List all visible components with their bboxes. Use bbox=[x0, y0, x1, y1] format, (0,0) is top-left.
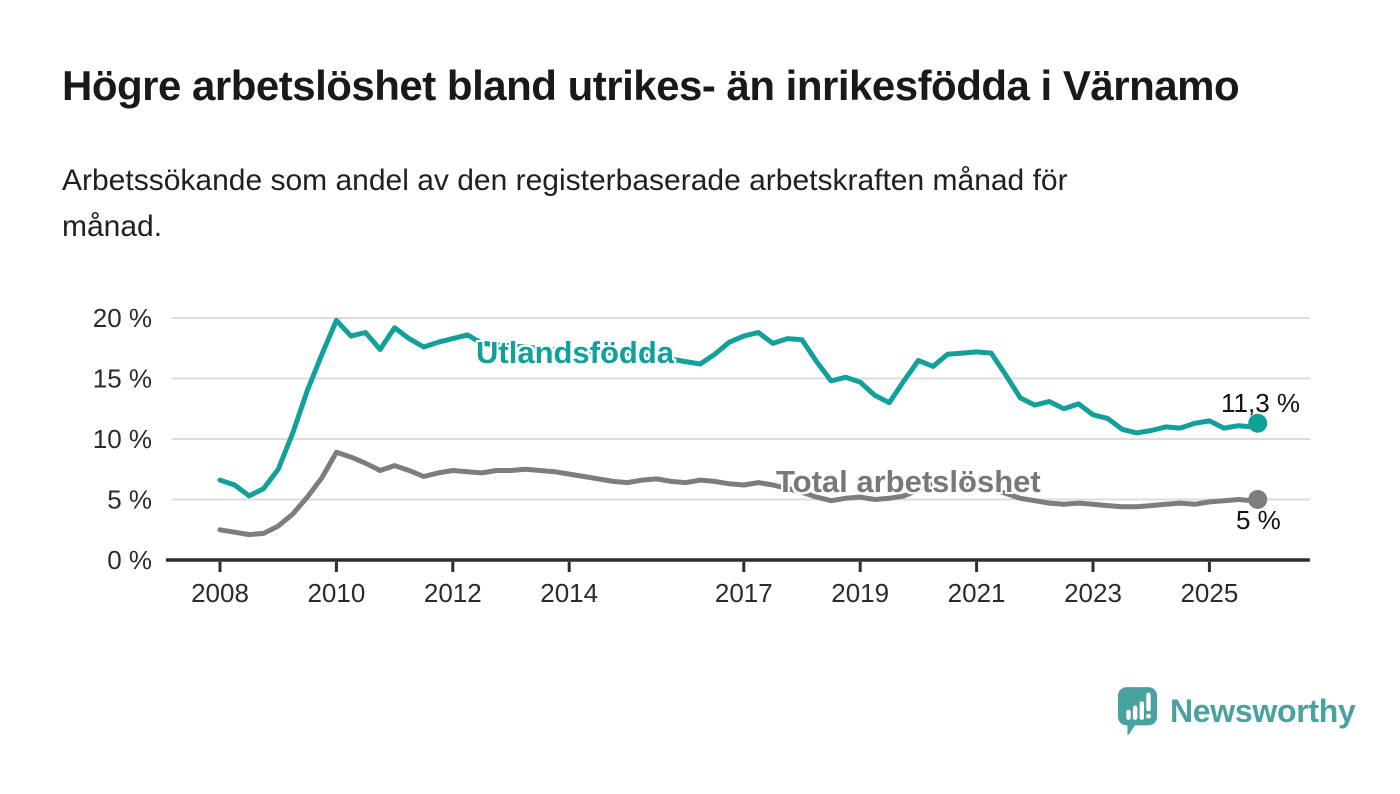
newsworthy-brand-text: Newsworthy bbox=[1170, 693, 1356, 729]
page-title: Högre arbetslöshet bland utrikes- än inr… bbox=[62, 62, 1240, 109]
x-axis-tick-label: 2010 bbox=[307, 578, 365, 608]
y-axis-tick-label: 0 % bbox=[107, 545, 152, 575]
x-axis-tick-label: 2008 bbox=[191, 578, 249, 608]
y-axis-tick-label: 15 % bbox=[93, 364, 152, 394]
x-axis-tick-label: 2014 bbox=[540, 578, 598, 608]
end-value-label-total: 5 % bbox=[1236, 505, 1281, 535]
x-axis-tick-label: 2025 bbox=[1180, 578, 1238, 608]
series-label-total-arbetsloshet: Total arbetslöshet bbox=[776, 464, 1041, 499]
series-line-total-arbetsloshet bbox=[217, 449, 1261, 538]
series-end-dot-utlandsfodda bbox=[1248, 413, 1268, 433]
x-axis-tick-label: 2012 bbox=[424, 578, 482, 608]
gridlines bbox=[172, 317, 1310, 501]
page-subtitle: Arbetssökande som andel av den registerb… bbox=[62, 158, 1312, 250]
x-axis-tick-label: 2023 bbox=[1064, 578, 1122, 608]
series-lines bbox=[217, 317, 1268, 538]
newsworthy-logo-icon bbox=[1117, 687, 1158, 736]
subtitle-line-1: Arbetssökande som andel av den registerb… bbox=[62, 164, 1068, 197]
tick-labels: 0 % 5 % 10 % 15 % 20 % 2008 2010 2012 2014 2017 20… bbox=[93, 303, 1239, 608]
newsworthy-logo: Newsworthy bbox=[1117, 686, 1356, 737]
series-end-dot-total-arbetsloshet bbox=[1248, 490, 1268, 509]
subtitle-line-2: månad. bbox=[62, 210, 163, 243]
y-axis-tick-label: 20 % bbox=[93, 303, 152, 333]
series-line-utlandsfodda bbox=[217, 317, 1261, 499]
y-axis-tick-label: 5 % bbox=[107, 485, 152, 515]
end-value-label-utlandsfodda: 11,3 % bbox=[1221, 388, 1301, 418]
x-axis bbox=[166, 558, 1310, 572]
series-label-utlandsfodda: Utlandsfödda bbox=[476, 335, 675, 370]
y-axis-tick-label: 10 % bbox=[93, 424, 152, 454]
x-axis-tick-label: 2021 bbox=[948, 578, 1006, 608]
x-axis-tick-label: 2019 bbox=[831, 578, 889, 608]
x-axis-tick-label: 2017 bbox=[715, 578, 773, 608]
